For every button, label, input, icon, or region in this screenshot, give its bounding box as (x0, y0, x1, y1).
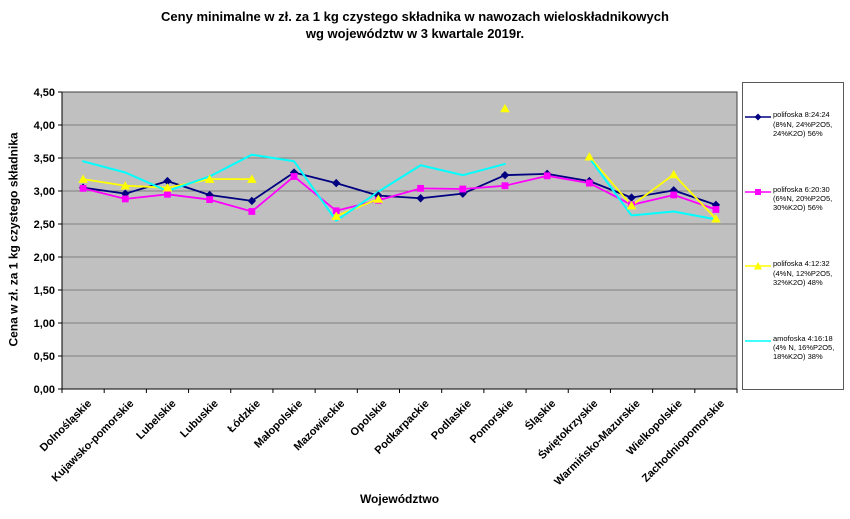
chart-title-line2: wg województw w 3 kwartale 2019r. (305, 25, 525, 41)
series-line (82, 153, 506, 222)
x-tick-label: Kujawsko-pomorskie (50, 398, 137, 485)
series-marker (626, 200, 637, 210)
y-tick-label: 0,00 (34, 384, 55, 396)
series-marker (585, 179, 593, 187)
series-marker (459, 185, 467, 193)
series-marker (500, 170, 510, 180)
x-tick-label: Opolskie (348, 398, 389, 439)
series-marker (711, 214, 721, 223)
series-marker (416, 194, 425, 203)
y-tick-label: 2,50 (34, 219, 55, 231)
series-line (82, 171, 717, 206)
legend-series-swatch-icon (745, 339, 771, 342)
series-marker (668, 169, 679, 179)
y-tick-label: 4,00 (34, 120, 55, 132)
series-marker (332, 207, 340, 215)
series-marker (120, 181, 131, 190)
x-axis-title: Województwo (359, 492, 440, 506)
y-tick-label: 1,50 (34, 285, 55, 297)
series-marker (164, 190, 171, 198)
series-marker (162, 183, 173, 192)
series-line (588, 155, 717, 220)
series-marker (627, 193, 636, 202)
legend-entry: amofoska 4:16:18 (4% N, 16%P2O5, 18%K2O)… (745, 334, 841, 362)
series-marker (163, 176, 172, 186)
legend-entry-label: polifoska 6:20:30 (6%N, 20%P2O5, 30%K2O)… (773, 184, 833, 213)
series-marker (247, 196, 257, 206)
legend-entry-label: polifoska 4:12:32 (4%N, 12%P2O5, 32%K2O)… (773, 259, 833, 287)
x-tick-label: Śląskie (522, 397, 558, 433)
triangle-marker-icon (754, 262, 762, 270)
legend-series-swatch-icon (745, 188, 771, 195)
legend-entry: polifoska 6:20:30 (6%N, 20%P2O5, 30%K2O)… (745, 185, 841, 213)
y-tick-label: 0,50 (34, 351, 55, 363)
x-tick-label: Lubelskie (134, 398, 178, 442)
y-tick-label: 2,00 (34, 252, 55, 264)
x-tick-label: Pomorskie (468, 398, 516, 446)
series-marker (543, 172, 551, 180)
legend-series-swatch-icon (745, 113, 771, 121)
series-marker (206, 196, 214, 203)
x-tick-label: Podlaskie (429, 398, 474, 443)
series-marker (121, 195, 129, 203)
series-line (82, 174, 717, 213)
y-tick-label: 1,00 (34, 318, 55, 330)
series-marker (332, 178, 341, 188)
x-tick-label: Łódzkie (226, 398, 263, 435)
series-marker (78, 174, 88, 183)
series-marker (290, 173, 298, 180)
legend: polifoska 8:24:24 (8%N, 24%P2O5, 24%K2O)… (742, 82, 844, 390)
x-tick-label: Warmińsko-Mazurskie (552, 398, 642, 488)
y-tick-label: 4,50 (34, 87, 55, 99)
x-tick-label: Zachodniopomorskie (640, 398, 727, 485)
diamond-marker-icon (754, 113, 762, 121)
series-marker (501, 182, 509, 190)
series-marker (500, 103, 510, 113)
square-marker-icon (755, 188, 761, 195)
series-line (588, 157, 717, 221)
chart-title-line1: Ceny minimalne w zł. za 1 kg czystego sk… (161, 9, 669, 24)
series-marker (331, 211, 342, 220)
y-tick-label: 3,00 (34, 186, 55, 198)
series-line (335, 198, 380, 217)
series-marker (204, 174, 215, 183)
series-marker (247, 174, 257, 183)
legend-series-swatch-icon (745, 262, 771, 270)
series-marker (373, 194, 384, 203)
y-tick-label: 3,50 (34, 153, 55, 165)
series-marker (712, 206, 720, 213)
legend-entry: polifoska 8:24:24 (8%N, 24%P2O5, 24%K2O)… (745, 110, 841, 138)
series-marker (417, 184, 424, 192)
series-marker (79, 184, 87, 192)
legend-entry-label: polifoska 8:24:24 (8%N, 24%P2O5, 24%K2O)… (773, 110, 833, 138)
y-axis-title: Cena w zł. za 1 kg czystego składnika (6, 132, 21, 347)
series-marker (248, 208, 256, 215)
series-marker (584, 152, 595, 161)
plot-area (61, 91, 738, 390)
series-marker (670, 191, 678, 199)
chart-title: Ceny minimalne w zł. za 1 kg czystego sk… (135, 9, 695, 43)
legend-entry: polifoska 4:12:32 (4%N, 12%P2O5, 32%K2O)… (745, 259, 841, 287)
x-tick-label: Lubuskie (178, 398, 221, 441)
legend-entry-label: amofoska 4:16:18 (4% N, 16%P2O5, 18%K2O)… (773, 333, 835, 362)
